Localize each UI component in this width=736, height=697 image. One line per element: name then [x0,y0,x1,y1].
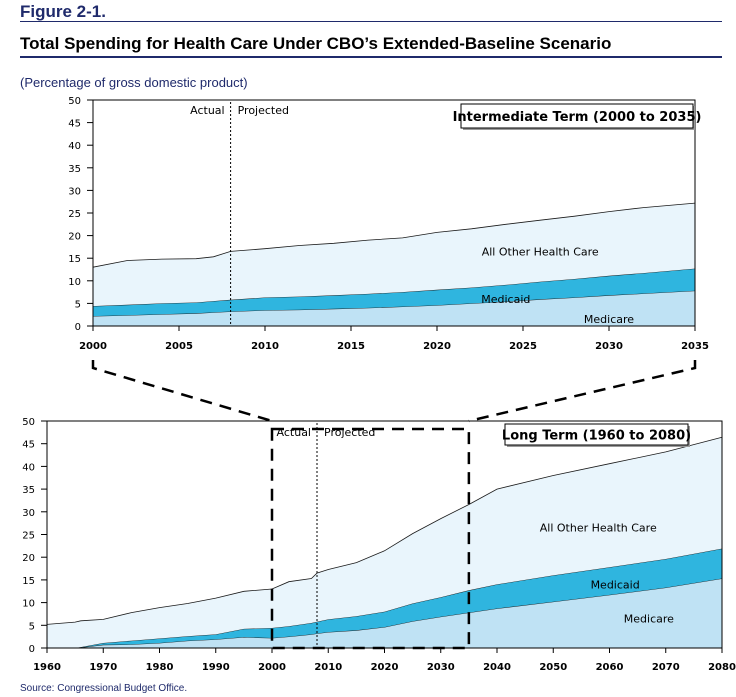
y-tick-label: 5 [29,621,35,632]
zoom-indicator [91,360,697,650]
projected-label: Projected [324,426,375,439]
figure-label: Figure 2-1. [20,2,106,21]
y-tick-label: 45 [68,119,81,130]
line-other [92,202,696,268]
x-tick-label: 2040 [483,662,511,673]
x-tick-label: 1980 [146,662,174,673]
x-tick-label: 2005 [165,341,193,352]
y-tick-label: 50 [22,417,35,428]
y-tick-label: 10 [22,599,35,610]
y-tick-label: 30 [22,508,35,519]
title-rule [20,56,722,58]
chart-title: Long Term (1960 to 2080) [502,429,691,444]
series-label-other: All Other Health Care [482,245,599,258]
x-tick-label: 2025 [509,341,537,352]
title-box [460,103,694,129]
series-label-medicare: Medicare [624,612,674,625]
y-tick-label: 20 [68,232,81,243]
x-tick-label: 1990 [202,662,230,673]
projected-label: Projected [238,104,289,117]
area-medicare [47,578,722,648]
y-tick-label: 30 [68,186,81,197]
y-tick-label: 50 [68,96,81,107]
x-tick-label: 2035 [681,341,709,352]
x-tick-label: 2015 [337,341,365,352]
line-other [46,436,723,625]
zoom-connector-left [91,360,273,423]
x-tick-label: 2010 [314,662,342,673]
x-tick-label: 2000 [79,341,107,352]
x-tick-label: 1960 [33,662,61,673]
area-medicare [93,290,695,326]
series-label-medicaid: Medicaid [591,578,640,591]
chart-title: Intermediate Term (2000 to 2035) [453,110,702,125]
series-label-medicaid: Medicaid [481,293,530,306]
y-tick-label: 35 [68,164,81,175]
figure-subtitle: (Percentage of gross domestic product) [20,75,248,90]
x-tick-label: 2000 [258,662,286,673]
y-tick-label: 0 [75,322,81,333]
y-tick-label: 40 [68,141,81,152]
chart-long-term [41,420,723,653]
x-tick-label: 2030 [427,662,455,673]
y-tick-label: 40 [22,462,35,473]
x-tick-label: 2060 [596,662,624,673]
y-tick-label: 35 [22,485,35,496]
y-tick-label: 45 [22,440,35,451]
area-other [93,203,695,307]
area-medicaid [93,268,695,317]
figure-title: Total Spending for Health Care Under CBO… [20,34,612,53]
x-tick-label: 1970 [89,662,117,673]
y-tick-label: 15 [68,254,81,265]
actual-label: Actual [190,104,224,117]
title-box [504,423,689,446]
zoom-connector-right [468,360,697,423]
y-tick-label: 20 [22,553,35,564]
x-tick-label: 2070 [652,662,680,673]
series-label-other: All Other Health Care [540,522,657,535]
y-tick-label: 25 [22,531,35,542]
y-tick-label: 5 [75,299,81,310]
x-tick-label: 2050 [539,662,567,673]
x-tick-label: 2080 [708,662,736,673]
x-tick-label: 2010 [251,341,279,352]
y-tick-label: 15 [22,576,35,587]
y-tick-label: 25 [68,209,81,220]
y-tick-label: 0 [29,644,35,655]
series-label-medicare: Medicare [584,313,634,326]
area-other [47,437,722,648]
chart-intermediate-term [87,99,696,331]
x-tick-label: 2020 [371,662,399,673]
y-tick-label: 10 [68,277,81,288]
zoom-window-box [270,427,471,650]
x-tick-label: 2020 [423,341,451,352]
header-rule [20,21,722,22]
x-tick-label: 2030 [595,341,623,352]
source-note: Source: Congressional Budget Office. [20,683,188,694]
